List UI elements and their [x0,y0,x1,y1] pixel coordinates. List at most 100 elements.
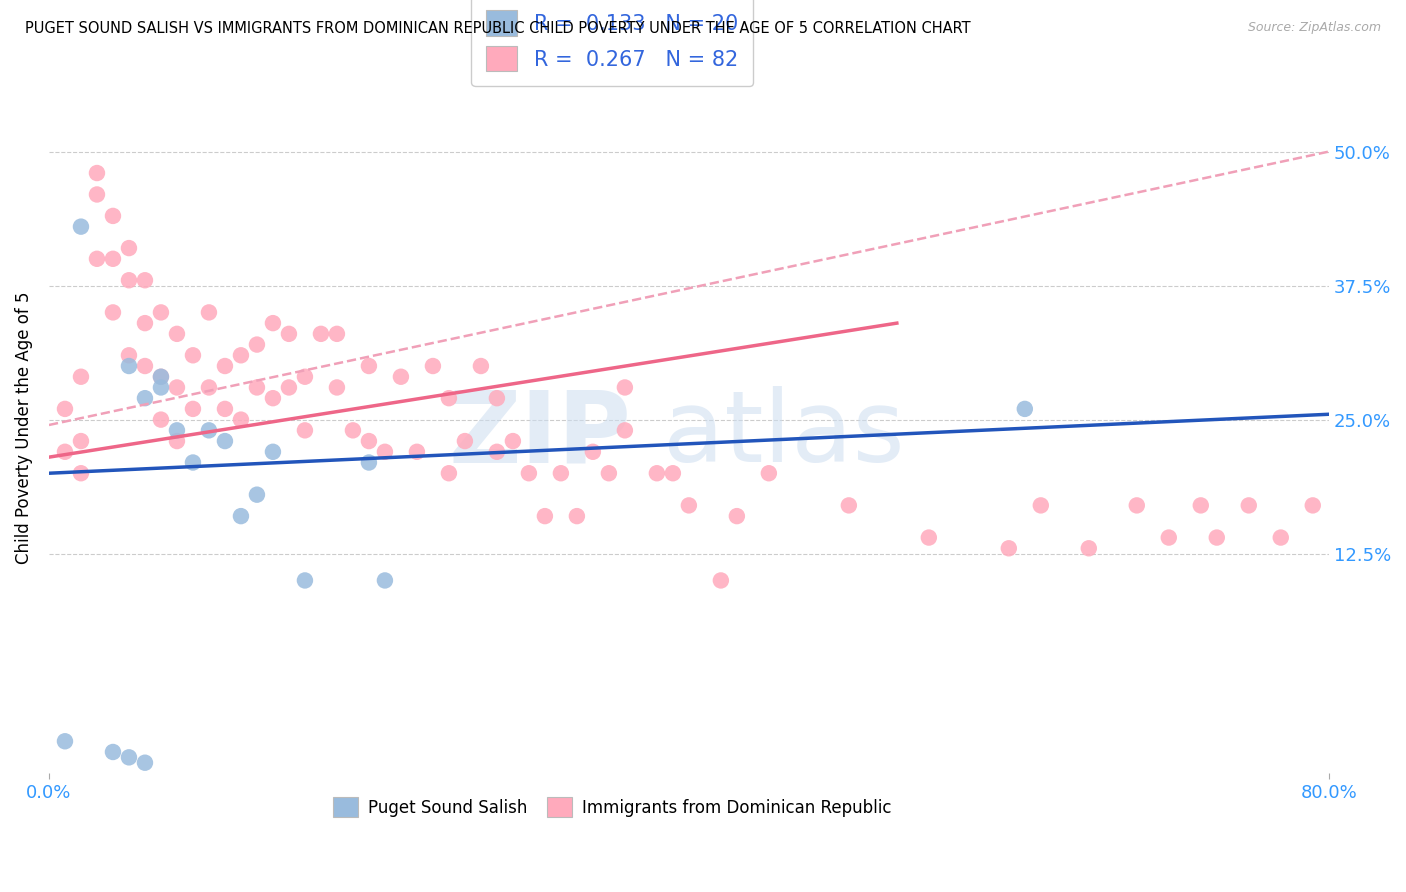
Point [166,434,188,448]
Point [134,391,156,405]
Point [294,423,316,437]
Point [342,423,364,437]
Point [166,380,188,394]
Point [662,467,685,481]
Point [246,380,269,394]
Point [710,574,733,588]
Point [134,359,156,373]
Text: PUGET SOUND SALISH VS IMMIGRANTS FROM DOMINICAN REPUBLIC CHILD POVERTY UNDER THE: PUGET SOUND SALISH VS IMMIGRANTS FROM DO… [25,21,972,37]
Point [678,499,700,513]
Point [357,359,380,373]
Point [613,423,636,437]
Point [437,467,460,481]
Point [1237,499,1260,513]
Point [149,369,172,384]
Point [101,209,124,223]
Point [101,252,124,266]
Point [198,423,221,437]
Point [550,467,572,481]
Point [214,359,236,373]
Point [485,444,508,458]
Point [262,316,284,330]
Point [118,359,141,373]
Point [246,337,269,351]
Point [70,467,93,481]
Point [118,750,141,764]
Y-axis label: Child Poverty Under the Age of 5: Child Poverty Under the Age of 5 [15,292,32,564]
Point [214,434,236,448]
Point [1189,499,1212,513]
Point [1014,401,1036,416]
Point [357,434,380,448]
Point [485,391,508,405]
Point [918,531,941,545]
Point [1077,541,1099,556]
Point [198,305,221,319]
Text: ZIP: ZIP [449,386,631,483]
Point [565,509,588,524]
Point [613,380,636,394]
Point [517,467,540,481]
Point [357,456,380,470]
Point [1270,531,1292,545]
Point [118,348,141,362]
Point [278,380,301,394]
Point [422,359,444,373]
Point [214,401,236,416]
Point [166,423,188,437]
Point [53,401,76,416]
Point [326,380,349,394]
Point [86,166,108,180]
Point [134,273,156,287]
Point [534,509,557,524]
Point [998,541,1021,556]
Point [181,456,204,470]
Point [1205,531,1227,545]
Point [166,326,188,341]
Point [502,434,524,448]
Point [389,369,412,384]
Point [437,391,460,405]
Point [134,756,156,770]
Point [454,434,477,448]
Point [1157,531,1180,545]
Point [1126,499,1149,513]
Point [229,348,252,362]
Point [598,467,620,481]
Point [294,574,316,588]
Point [374,574,396,588]
Point [262,444,284,458]
Legend: Puget Sound Salish, Immigrants from Dominican Republic: Puget Sound Salish, Immigrants from Domi… [326,790,898,824]
Point [1029,499,1052,513]
Point [725,509,748,524]
Point [294,369,316,384]
Point [758,467,780,481]
Point [101,745,124,759]
Point [229,412,252,426]
Point [118,273,141,287]
Point [326,326,349,341]
Point [262,391,284,405]
Point [70,369,93,384]
Point [70,434,93,448]
Point [118,241,141,255]
Point [406,444,429,458]
Point [149,369,172,384]
Point [149,305,172,319]
Point [86,252,108,266]
Point [582,444,605,458]
Point [309,326,332,341]
Point [70,219,93,234]
Point [101,305,124,319]
Point [53,444,76,458]
Point [1302,499,1324,513]
Point [86,187,108,202]
Point [181,401,204,416]
Point [181,348,204,362]
Point [198,380,221,394]
Point [470,359,492,373]
Text: Source: ZipAtlas.com: Source: ZipAtlas.com [1247,21,1381,35]
Point [645,467,668,481]
Text: atlas: atlas [664,386,905,483]
Point [149,380,172,394]
